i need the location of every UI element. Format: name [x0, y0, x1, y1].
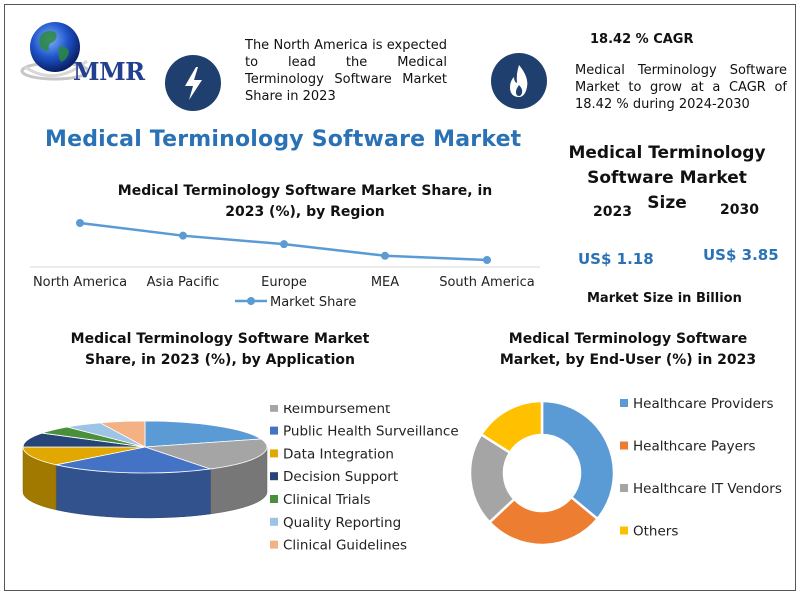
flame-icon — [491, 53, 547, 109]
legend-label-healthcare-payers: Healthcare Payers — [633, 439, 756, 455]
pie-side-walls — [22, 446, 268, 519]
market-size-title: Medical Terminology Software Market Size — [568, 143, 766, 213]
legend-label-reimbursement: Reimbursement — [283, 405, 390, 417]
end-user-chart-title: Medical Terminology Software Market, by … — [499, 331, 757, 368]
legend-swatch-healthcare-it-vendors — [620, 484, 628, 492]
legend-marker — [247, 297, 255, 305]
end-user-legend: Healthcare Providers Healthcare Payers Hea… — [620, 396, 782, 540]
market-size-unit: Market Size in Billion — [587, 291, 742, 306]
legend-swatch-decision-support — [270, 472, 278, 481]
market-size-value-2023: US$ 1.18 — [578, 250, 654, 268]
market-share-point-asia-pacific — [179, 231, 187, 240]
legend-swatch-data-integration — [270, 449, 278, 458]
legend-label-healthcare-it-vendors: Healthcare IT Vendors — [633, 481, 782, 497]
donut-slice-healthcare-payers — [487, 495, 600, 547]
market-share-point-europe — [280, 240, 288, 249]
logo-text: MMR — [73, 57, 145, 86]
application-pie-chart: Data AggregationReimbursementPublic Heal… — [22, 405, 459, 554]
cagr-title: 18.42 % CAGR — [590, 32, 694, 47]
market-share-point-south-america — [483, 256, 491, 264]
x-tick-label-south-america: South America — [439, 275, 535, 290]
legend-label-data-integration: Data Integration — [283, 446, 394, 462]
logo: MMR — [19, 17, 149, 89]
pie-slice-clinical-guidelines — [98, 420, 146, 448]
market-size-year-2023: 2023 — [593, 204, 632, 220]
legend-label-clinical-trials: Clinical Trials — [283, 492, 371, 508]
legend-swatch-healthcare-payers — [620, 441, 628, 450]
legend-swatch-healthcare-providers — [620, 399, 628, 407]
legend-label-others: Others — [633, 524, 678, 540]
market-size-year-2030: 2030 — [720, 202, 759, 218]
legend-label-quality-reporting: Quality Reporting — [283, 515, 401, 531]
lightning-bolt-icon — [165, 55, 221, 111]
region-line-chart: North America Asia Pacific Europe MEA South … — [30, 219, 540, 310]
donut-slice-healthcare-providers — [540, 399, 616, 521]
legend-swatch-public-health-surveillance — [270, 426, 278, 435]
line-legend: Market Share — [235, 295, 356, 310]
legend-label-clinical-guidelines: Clinical Guidelines — [283, 538, 407, 554]
x-tick-label-north-america: North America — [33, 275, 127, 290]
market-share-point-mea — [381, 251, 389, 260]
pie-slice-reimbursement — [144, 438, 268, 470]
pie-slice-public-health-surveillance — [55, 446, 211, 474]
legend-swatch-others — [620, 526, 628, 535]
end-user-donut-chart: Healthcare Providers Healthcare Payers Hea… — [468, 396, 782, 547]
x-tick-label-asia-pacific: Asia Pacific — [147, 275, 220, 290]
legend-label-market-share: Market Share — [270, 295, 356, 310]
legend-label-healthcare-providers: Healthcare Providers — [633, 396, 774, 412]
infographic-frame: MMR The North America is expected to lea… — [4, 4, 796, 591]
legend-label-decision-support: Decision Support — [283, 469, 398, 485]
globe-icon — [20, 22, 90, 81]
donut-slice-others — [479, 399, 544, 455]
pie-slice-data-integration — [22, 446, 146, 466]
pie-slice-data-aggregation — [144, 420, 263, 448]
legend-label-public-health-surveillance: Public Health Surveillance — [283, 424, 459, 440]
region-chart-title: Medical Terminology Software Market Shar… — [117, 183, 493, 220]
legend-swatch-reimbursement — [270, 405, 278, 412]
legend-swatch-quality-reporting — [270, 517, 278, 526]
cagr-text: Medical Terminology Software Market to g… — [575, 63, 787, 112]
market-size-value-2030: US$ 3.85 — [703, 246, 779, 264]
x-tick-label-europe: Europe — [261, 275, 307, 290]
legend-swatch-clinical-trials — [270, 495, 278, 503]
market-share-point-north-america — [76, 219, 84, 227]
x-tick-label-mea: MEA — [371, 275, 399, 290]
application-chart-title: Medical Terminology Software Market Shar… — [70, 331, 370, 368]
region-highlight-text: The North America is expected to lead th… — [245, 38, 447, 104]
application-legend: Data AggregationReimbursementPublic Heal… — [270, 405, 459, 554]
main-title: Medical Terminology Software Market — [45, 127, 522, 152]
legend-swatch-clinical-guidelines — [270, 540, 278, 549]
